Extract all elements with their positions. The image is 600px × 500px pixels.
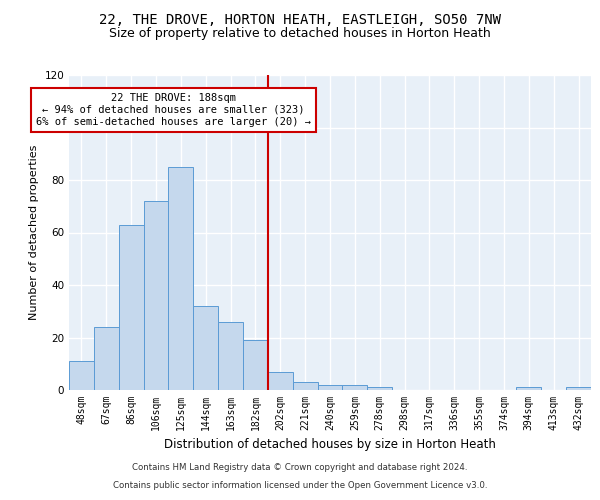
Bar	[143, 201, 169, 390]
Bar	[367, 388, 392, 390]
Text: Size of property relative to detached houses in Horton Heath: Size of property relative to detached ho…	[109, 28, 491, 40]
Text: Contains HM Land Registry data © Crown copyright and database right 2024.: Contains HM Land Registry data © Crown c…	[132, 464, 468, 472]
Text: 22 THE DROVE: 188sqm
← 94% of detached houses are smaller (323)
6% of semi-detac: 22 THE DROVE: 188sqm ← 94% of detached h…	[36, 94, 311, 126]
Bar	[517, 388, 541, 390]
Bar	[218, 322, 243, 390]
Bar	[343, 385, 367, 390]
Bar	[94, 327, 119, 390]
Bar	[268, 372, 293, 390]
Bar	[317, 385, 343, 390]
Bar	[566, 388, 591, 390]
X-axis label: Distribution of detached houses by size in Horton Heath: Distribution of detached houses by size …	[164, 438, 496, 452]
Text: Contains public sector information licensed under the Open Government Licence v3: Contains public sector information licen…	[113, 481, 487, 490]
Bar	[69, 361, 94, 390]
Y-axis label: Number of detached properties: Number of detached properties	[29, 145, 39, 320]
Bar	[193, 306, 218, 390]
Bar	[293, 382, 317, 390]
Text: 22, THE DROVE, HORTON HEATH, EASTLEIGH, SO50 7NW: 22, THE DROVE, HORTON HEATH, EASTLEIGH, …	[99, 12, 501, 26]
Bar	[243, 340, 268, 390]
Bar	[169, 167, 193, 390]
Bar	[119, 224, 143, 390]
